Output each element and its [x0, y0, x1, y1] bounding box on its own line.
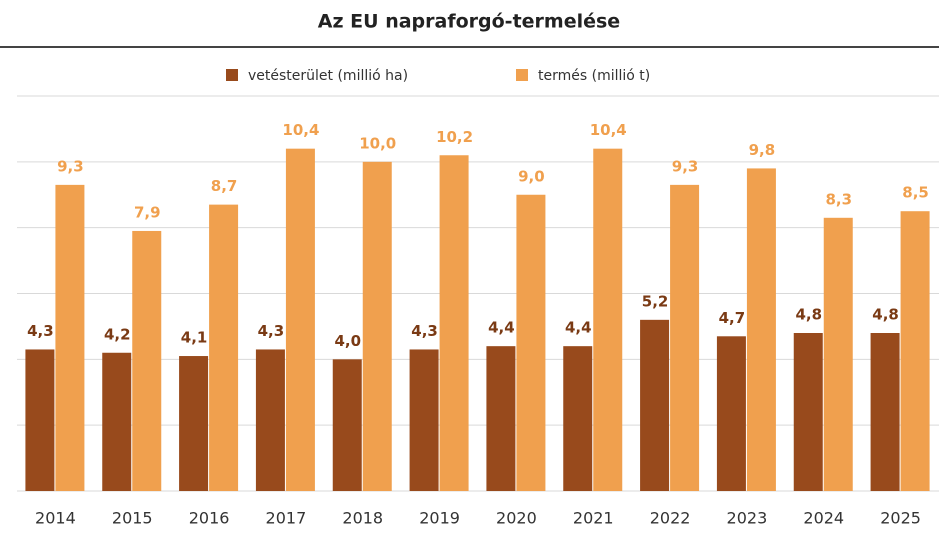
- x-tick-label: 2019: [419, 509, 460, 528]
- x-tick-label: 2017: [266, 509, 307, 528]
- value-label: 10,0: [359, 134, 396, 152]
- bar: [55, 184, 85, 491]
- value-label: 7,9: [134, 203, 161, 221]
- bar: [670, 184, 700, 491]
- value-label: 4,3: [411, 322, 438, 340]
- bar: [332, 359, 362, 491]
- bar: [409, 349, 439, 491]
- bar: [640, 319, 670, 491]
- bar: [132, 230, 162, 492]
- bar: [285, 148, 315, 491]
- bar: [362, 161, 392, 492]
- value-label: 8,7: [211, 177, 238, 195]
- bar: [823, 217, 853, 491]
- value-label: 10,4: [282, 121, 319, 139]
- bar: [716, 336, 746, 491]
- value-label: 9,0: [518, 167, 545, 185]
- x-tick-label: 2018: [342, 509, 383, 528]
- value-label: 9,3: [672, 157, 699, 175]
- bar: [209, 204, 239, 491]
- bar: [179, 356, 209, 491]
- bar: [486, 346, 516, 491]
- value-label: 10,2: [436, 128, 473, 146]
- bar: [793, 333, 823, 491]
- x-tick-label: 2021: [573, 509, 614, 528]
- bar: [593, 148, 623, 491]
- legend-swatch: [226, 69, 238, 81]
- x-tick-label: 2025: [880, 509, 921, 528]
- bar: [516, 194, 546, 491]
- x-tick-label: 2022: [650, 509, 691, 528]
- value-label: 4,8: [795, 306, 822, 324]
- x-tick-label: 2014: [35, 509, 76, 528]
- value-label: 10,4: [590, 121, 627, 139]
- x-tick-label: 2024: [803, 509, 844, 528]
- value-label: 4,2: [104, 325, 131, 343]
- value-label: 9,8: [749, 141, 776, 159]
- bar: [746, 168, 776, 491]
- bar: [102, 352, 132, 491]
- bar: [900, 211, 930, 492]
- value-label: 8,3: [825, 190, 852, 208]
- value-label: 4,1: [181, 329, 208, 347]
- x-tick-label: 2020: [496, 509, 537, 528]
- legend-swatch: [516, 69, 528, 81]
- x-tick-label: 2015: [112, 509, 153, 528]
- value-label: 9,3: [57, 157, 84, 175]
- bar: [563, 346, 593, 491]
- value-label: 4,8: [872, 306, 899, 324]
- bar: [255, 349, 285, 491]
- chart-title: Az EU napraforgó-termelése: [318, 11, 620, 33]
- value-label: 5,2: [642, 292, 669, 310]
- value-label: 4,0: [334, 332, 361, 350]
- value-label: 4,3: [27, 322, 54, 340]
- value-label: 4,4: [565, 319, 592, 337]
- bar: [439, 155, 469, 491]
- bar: [25, 349, 55, 491]
- legend-label: vetésterület (millió ha): [248, 68, 408, 84]
- value-label: 4,7: [719, 309, 746, 327]
- bar: [870, 333, 900, 491]
- value-label: 4,3: [258, 322, 285, 340]
- value-label: 8,5: [902, 184, 929, 202]
- x-tick-label: 2023: [727, 509, 768, 528]
- value-label: 4,4: [488, 319, 515, 337]
- x-tick-label: 2016: [189, 509, 230, 528]
- legend-label: termés (millió t): [538, 68, 650, 84]
